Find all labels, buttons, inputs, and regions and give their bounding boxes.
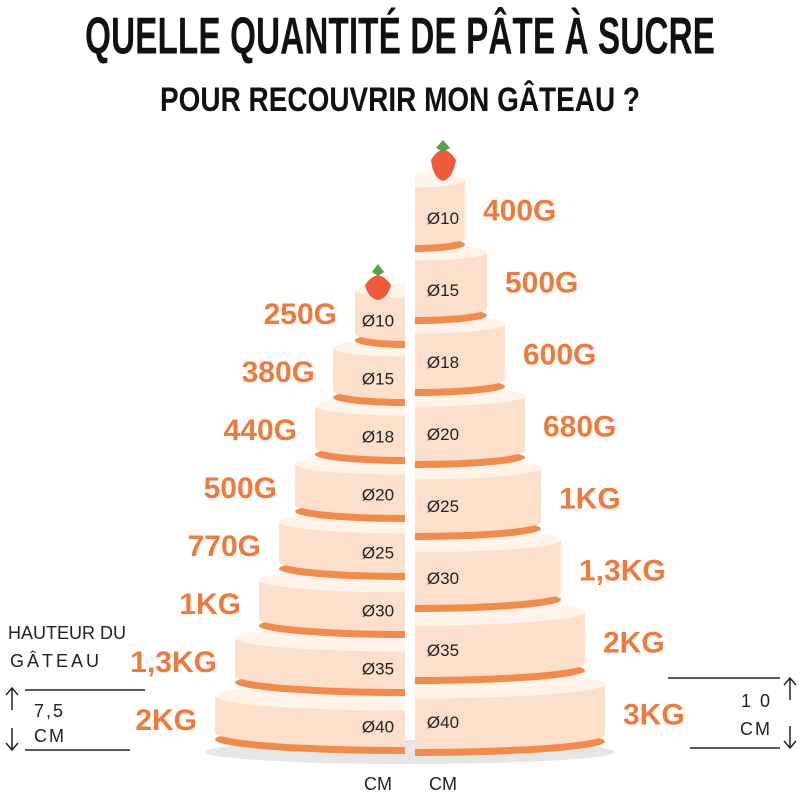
- title: QUELLE QUANTITÉ DE PÂTE À SUCRE: [85, 7, 715, 66]
- weight: 2KG: [603, 626, 665, 659]
- tier-body: [279, 550, 405, 573]
- weight: 600G: [523, 338, 596, 371]
- weight: 1,3KG: [130, 646, 217, 679]
- weight: 250G: [264, 298, 337, 331]
- tier: [415, 172, 465, 252]
- diameter: Ø10: [427, 209, 459, 228]
- tier-top: [415, 172, 465, 188]
- left-cake: [215, 282, 405, 754]
- height-value: 1 0: [741, 691, 772, 711]
- tier-body: [415, 510, 541, 533]
- height-unit: CM: [34, 726, 66, 746]
- tier-body: [415, 720, 605, 749]
- weight: 380G: [242, 356, 315, 389]
- weight: 440G: [224, 414, 297, 447]
- diameter: Ø20: [362, 485, 394, 504]
- tier: [415, 456, 541, 540]
- tier-body: [215, 718, 405, 747]
- unit: CM: [429, 774, 457, 794]
- tier-body: [355, 326, 405, 341]
- unit: CM: [364, 774, 392, 794]
- diameter: Ø25: [427, 497, 459, 516]
- weight: 2KG: [135, 704, 197, 737]
- diameter: Ø10: [362, 311, 394, 330]
- tier-body: [235, 662, 405, 689]
- subtitle: POUR RECOUVRIR MON GÂTEAU ?: [160, 81, 640, 119]
- tier-body: [315, 438, 405, 457]
- tier-body: [259, 606, 405, 631]
- diameter: Ø40: [427, 713, 459, 732]
- tier: [315, 396, 405, 464]
- diameter: Ø18: [362, 427, 394, 446]
- strawberry: [365, 264, 391, 300]
- weight: 680G: [543, 410, 616, 443]
- weight: 3KG: [623, 698, 685, 731]
- arrow: [783, 676, 797, 750]
- tier-body: [415, 299, 487, 317]
- diameter: Ø35: [362, 659, 394, 678]
- labels: Ø10 250G Ø15 380G Ø18 440G Ø20 500G Ø25 770G Ø30 1K…: [130, 194, 684, 737]
- diameter: Ø30: [427, 569, 459, 588]
- tier-body: [415, 440, 525, 461]
- height-label: HAUTEUR DU: [8, 623, 126, 643]
- diameter: Ø15: [362, 369, 394, 388]
- weight: 1KG: [559, 482, 621, 515]
- tier: [333, 339, 405, 406]
- tier-body: [333, 381, 405, 399]
- diameter: Ø18: [427, 353, 459, 372]
- weight: 400G: [483, 194, 556, 227]
- weight: 500G: [505, 266, 578, 299]
- diameter: Ø40: [362, 717, 394, 736]
- weight: 1KG: [179, 588, 241, 621]
- tier-body: [295, 494, 405, 515]
- tier-body: [415, 580, 561, 605]
- right-cake: [415, 172, 605, 756]
- weight: 770G: [188, 530, 261, 563]
- tier-body: [415, 370, 505, 389]
- diameter: Ø30: [362, 601, 394, 620]
- diameter: Ø25: [362, 543, 394, 562]
- height-unit: CM: [740, 719, 772, 739]
- arrow: [5, 686, 19, 752]
- diameter: Ø35: [427, 641, 459, 660]
- height-value: 7,5: [34, 701, 65, 721]
- diameter: Ø20: [427, 425, 459, 444]
- tier-body: [415, 252, 487, 309]
- tier: [415, 243, 487, 324]
- strawberry: [431, 140, 456, 181]
- weight: 500G: [204, 472, 277, 505]
- weight: 1,3KG: [579, 554, 666, 587]
- tier-body: [415, 650, 585, 677]
- diameter: Ø15: [427, 281, 459, 300]
- height-label: GÂTEAU: [10, 651, 102, 671]
- tier-body: [415, 230, 465, 245]
- tier-body: [415, 180, 465, 238]
